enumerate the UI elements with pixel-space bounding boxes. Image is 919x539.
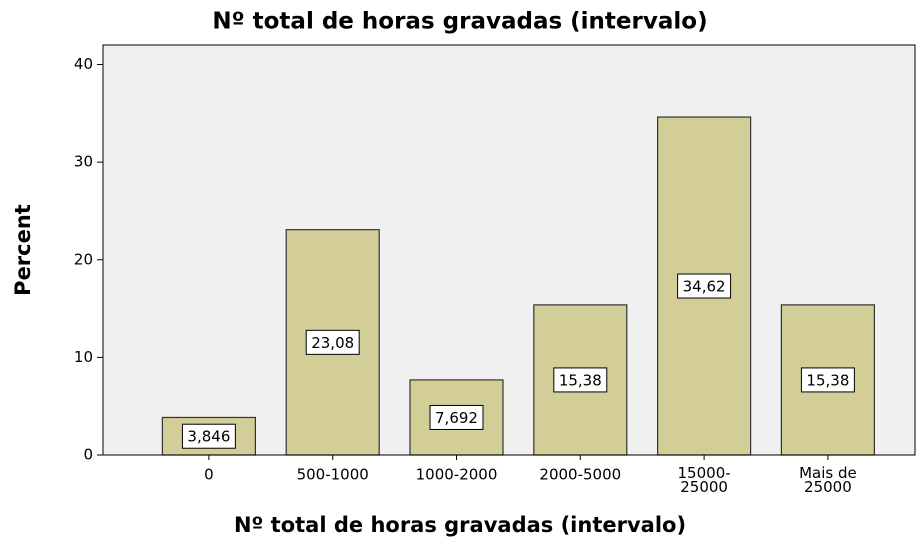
y-tick-label: 10 — [74, 348, 93, 366]
y-tick-label: 0 — [83, 446, 93, 464]
y-tick-label: 20 — [74, 250, 93, 268]
y-axis-title: Percent — [11, 204, 35, 296]
x-tick-label: 1000-2000 — [416, 466, 498, 484]
x-tick-label: 2000-5000 — [539, 466, 621, 484]
value-label: 3,846 — [187, 428, 230, 446]
plot-area — [102, 44, 916, 456]
value-label: 7,692 — [435, 409, 478, 427]
value-label: 15,38 — [559, 371, 602, 389]
value-label: 34,62 — [683, 278, 726, 296]
value-label: 23,08 — [311, 334, 354, 352]
x-tick-label: 0 — [204, 466, 214, 484]
x-tick-label: 15000-25000 — [678, 464, 731, 496]
y-tick-label: 30 — [74, 153, 93, 171]
value-label-box — [429, 404, 484, 430]
value-label-box — [553, 367, 608, 393]
chart-title: Nº total de horas gravadas (intervalo) — [212, 9, 707, 35]
x-axis-title: Nº total de horas gravadas (intervalo) — [234, 513, 686, 537]
value-label-box — [181, 423, 236, 449]
value-label-box — [677, 273, 732, 299]
value-label-box — [800, 367, 855, 393]
x-tick-label: Mais de 25000 — [799, 464, 857, 496]
y-tick-label: 40 — [74, 55, 93, 73]
value-label: 15,38 — [806, 371, 849, 389]
value-label-box — [305, 329, 360, 355]
x-tick-label: 500-1000 — [297, 466, 369, 484]
